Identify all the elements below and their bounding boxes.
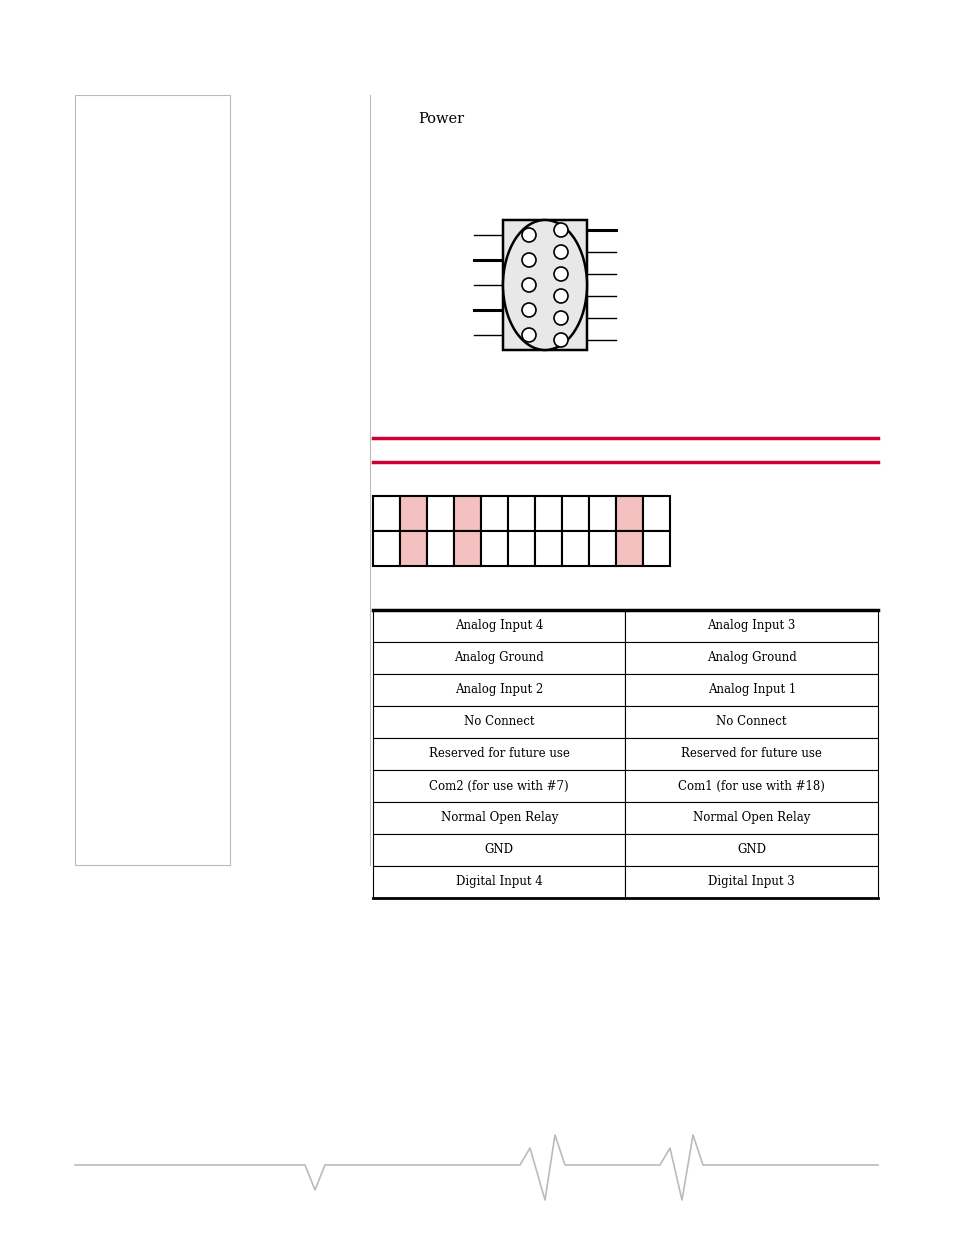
Text: Normal Open Relay: Normal Open Relay (440, 811, 558, 825)
Circle shape (554, 333, 567, 347)
Bar (625, 706, 877, 739)
Bar (588, 531, 616, 566)
Ellipse shape (502, 220, 586, 350)
Text: Analog Input 2: Analog Input 2 (455, 683, 543, 697)
Bar (373, 802, 625, 834)
Bar (373, 642, 625, 674)
Circle shape (554, 224, 567, 237)
Bar (427, 496, 454, 531)
Text: No Connect: No Connect (463, 715, 534, 729)
Bar (454, 531, 480, 566)
Text: Digital Input 4: Digital Input 4 (456, 876, 542, 888)
Bar (373, 866, 625, 898)
Bar (454, 496, 480, 531)
Circle shape (521, 303, 536, 317)
Text: GND: GND (737, 844, 765, 857)
Bar (399, 496, 427, 531)
Bar (535, 496, 561, 531)
Text: Analog Input 3: Analog Input 3 (707, 620, 795, 632)
Bar (507, 496, 535, 531)
Bar (480, 531, 507, 566)
Bar (373, 834, 625, 866)
Bar (625, 834, 877, 866)
Bar (535, 531, 561, 566)
Circle shape (521, 278, 536, 291)
Circle shape (521, 253, 536, 267)
Text: Analog Input 1: Analog Input 1 (707, 683, 795, 697)
Text: Reserved for future use: Reserved for future use (428, 747, 569, 761)
Bar (561, 496, 588, 531)
Bar (642, 496, 669, 531)
Bar (373, 496, 399, 531)
Text: GND: GND (484, 844, 514, 857)
Bar (373, 739, 625, 769)
Bar (616, 496, 642, 531)
Text: Digital Input 3: Digital Input 3 (708, 876, 794, 888)
Text: Power: Power (417, 112, 464, 126)
Bar (373, 531, 399, 566)
Circle shape (554, 245, 567, 259)
Bar (625, 802, 877, 834)
Text: Com2 (for use with #7): Com2 (for use with #7) (429, 779, 569, 793)
Bar (373, 610, 625, 642)
Bar (373, 674, 625, 706)
Circle shape (521, 329, 536, 342)
Bar (616, 531, 642, 566)
Bar (399, 531, 427, 566)
Bar (588, 496, 616, 531)
Bar (373, 706, 625, 739)
Text: Analog Ground: Analog Ground (454, 652, 543, 664)
Bar (427, 531, 454, 566)
Bar (480, 496, 507, 531)
Text: Analog Input 4: Analog Input 4 (455, 620, 543, 632)
Bar (75, 95, 230, 864)
Circle shape (554, 289, 567, 303)
Bar (625, 769, 877, 802)
Circle shape (521, 228, 536, 242)
Bar (561, 531, 588, 566)
Bar (625, 674, 877, 706)
Circle shape (554, 311, 567, 325)
Text: No Connect: No Connect (716, 715, 786, 729)
Bar (625, 610, 877, 642)
Text: Analog Ground: Analog Ground (706, 652, 796, 664)
Bar (642, 531, 669, 566)
Bar (507, 531, 535, 566)
Bar (625, 642, 877, 674)
Bar (373, 769, 625, 802)
FancyBboxPatch shape (502, 220, 586, 350)
Text: Normal Open Relay: Normal Open Relay (692, 811, 810, 825)
Text: Reserved for future use: Reserved for future use (680, 747, 821, 761)
Circle shape (554, 267, 567, 282)
Bar (625, 739, 877, 769)
Text: Com1 (for use with #18): Com1 (for use with #18) (678, 779, 824, 793)
Bar (625, 866, 877, 898)
